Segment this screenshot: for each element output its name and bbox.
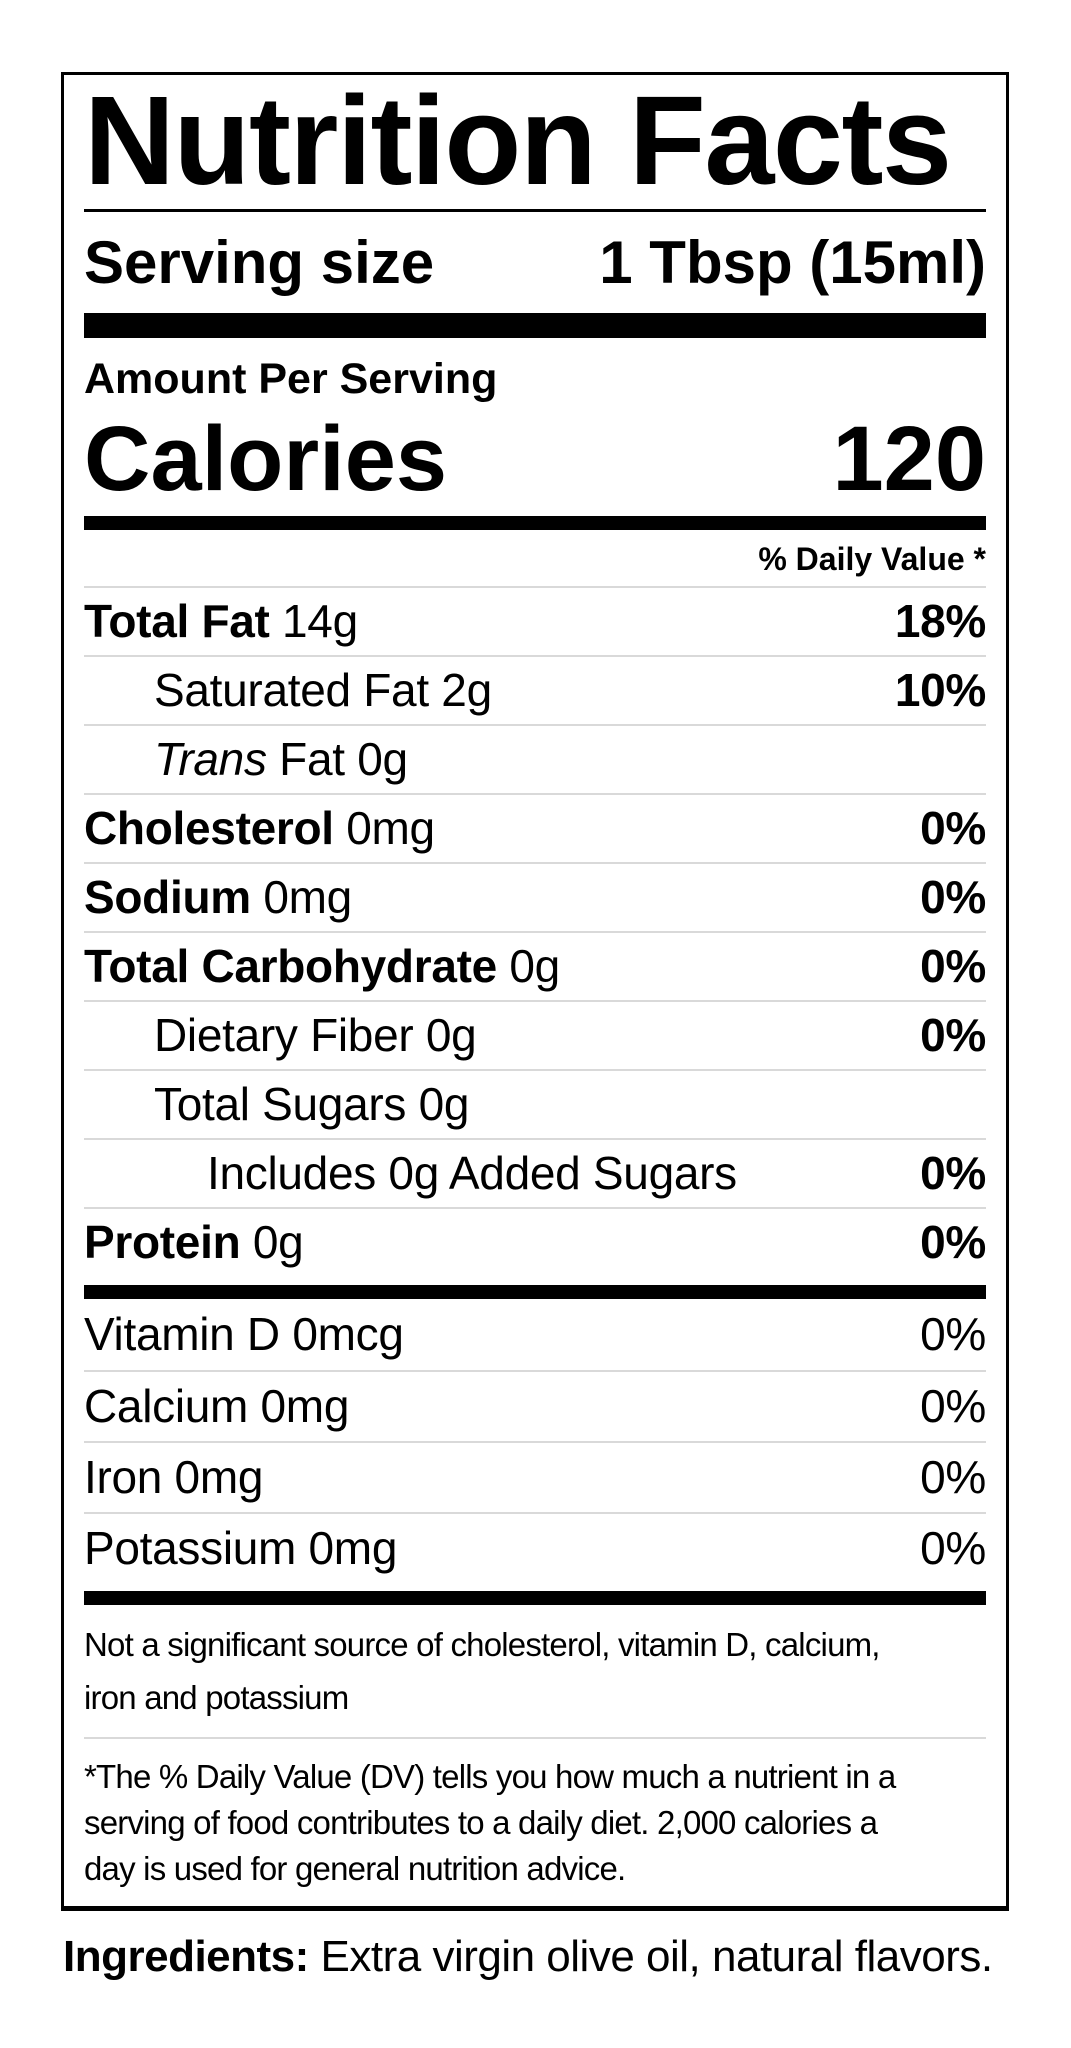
daily-value-footnote: *The % Daily Value (DV) tells you how mu…: [84, 1739, 986, 1906]
footnote-line: iron and potassium: [84, 1679, 349, 1716]
footnote-line: Not a significant source of cholesterol,…: [84, 1626, 880, 1663]
nutrient-row: Cholesterol 0mg 0%: [84, 793, 986, 862]
serving-size-label: Serving size: [84, 229, 435, 296]
nutrient-row: Potassium 0mg 0%: [84, 1512, 986, 1583]
nutrient-row: Includes 0g Added Sugars 0%: [84, 1138, 986, 1207]
nutrient-row: Total Fat 14g 18%: [84, 586, 986, 655]
nutrient-row: Iron 0mg 0%: [84, 1441, 986, 1512]
footnote-line: serving of food contributes to a daily d…: [84, 1804, 878, 1841]
nutrient-row: Trans Fat 0g: [84, 724, 986, 793]
nutrient-name: Saturated Fat 2g: [154, 664, 492, 717]
footnote-divider: [84, 1737, 986, 1739]
nutrient-name: Cholesterol 0mg: [84, 802, 435, 855]
nutrient-row: Calcium 0mg 0%: [84, 1370, 986, 1441]
daily-value-percent: 0%: [920, 1216, 986, 1269]
daily-value-percent: 0%: [920, 940, 986, 993]
nutrient-name: Potassium 0mg: [84, 1522, 398, 1575]
calories-value: 120: [832, 408, 987, 510]
daily-value-percent: 0%: [920, 1147, 986, 1200]
nutrient-row: Protein 0g 0%: [84, 1207, 986, 1276]
not-significant-footnote: Not a significant source of cholesterol,…: [84, 1605, 986, 1737]
nutrient-row: Dietary Fiber 0g 0%: [84, 1000, 986, 1069]
title-rule: [84, 209, 986, 212]
daily-value-header: % Daily Value *: [758, 541, 986, 577]
nutrient-rows: Total Fat 14g 18% Saturated Fat 2g 10% Trans…: [84, 586, 986, 1276]
nutrient-row: Sodium 0mg 0%: [84, 862, 986, 931]
nutrient-row: Total Sugars 0g: [84, 1069, 986, 1138]
amount-per-serving-label: Amount Per Serving: [84, 355, 498, 403]
nutrient-row: Total Carbohydrate 0g 0%: [84, 931, 986, 1000]
daily-value-percent: 10%: [894, 664, 986, 717]
ingredients-label: Ingredients:: [63, 1932, 309, 1981]
nutrient-name: Vitamin D 0mcg: [84, 1308, 404, 1361]
daily-value-percent: 0%: [920, 1380, 986, 1433]
daily-value-percent: 0%: [920, 1522, 986, 1575]
nutrient-name: Dietary Fiber 0g: [154, 1009, 477, 1062]
daily-value-percent: 0%: [920, 1451, 986, 1504]
daily-value-percent: 0%: [920, 1009, 986, 1062]
footnote-line: *The % Daily Value (DV) tells you how mu…: [84, 1758, 896, 1795]
nutrient-name: Includes 0g Added Sugars: [207, 1147, 737, 1200]
serving-size-row: Serving size 1 Tbsp (15ml): [84, 212, 986, 313]
medium-separator-bar: [84, 516, 986, 530]
calories-row: Calories 120: [84, 413, 986, 505]
nutrient-name: Calcium 0mg: [84, 1380, 350, 1433]
nutrient-name: Sodium 0mg: [84, 871, 352, 924]
label-title: Nutrition Facts: [84, 70, 952, 211]
ingredients-text: Extra virgin olive oil, natural flavors.: [308, 1932, 994, 1981]
calories-label: Calories: [84, 408, 448, 510]
nutrient-name: Iron 0mg: [84, 1451, 264, 1504]
daily-value-percent: 0%: [920, 1308, 986, 1361]
vitamin-rows: Vitamin D 0mcg 0% Calcium 0mg 0% Iron 0mg 0% P…: [84, 1299, 986, 1583]
nutrition-facts-label: Nutrition Facts Serving size 1 Tbsp (15m…: [61, 72, 1009, 1911]
serving-size-value: 1 Tbsp (15ml): [599, 229, 986, 296]
daily-value-percent: 18%: [894, 595, 986, 648]
footnote-line: day is used for general nutrition advice…: [84, 1850, 626, 1887]
medium-separator-bar: [84, 1591, 986, 1605]
nutrient-name: Total Carbohydrate 0g: [84, 940, 560, 993]
daily-value-percent: 0%: [920, 871, 986, 924]
nutrient-name: Protein 0g: [84, 1216, 304, 1269]
nutrient-row: Vitamin D 0mcg 0%: [84, 1299, 986, 1370]
nutrient-name: Trans Fat 0g: [154, 733, 408, 786]
daily-value-percent: 0%: [920, 802, 986, 855]
thick-separator-bar: [84, 313, 986, 338]
ingredients-line: Ingredients: Extra virgin olive oil, nat…: [63, 1932, 994, 1981]
medium-separator-bar: [84, 1285, 986, 1299]
nutrient-row: Saturated Fat 2g 10%: [84, 655, 986, 724]
nutrient-name: Total Fat 14g: [84, 595, 358, 648]
nutrient-name: Total Sugars 0g: [154, 1078, 470, 1131]
